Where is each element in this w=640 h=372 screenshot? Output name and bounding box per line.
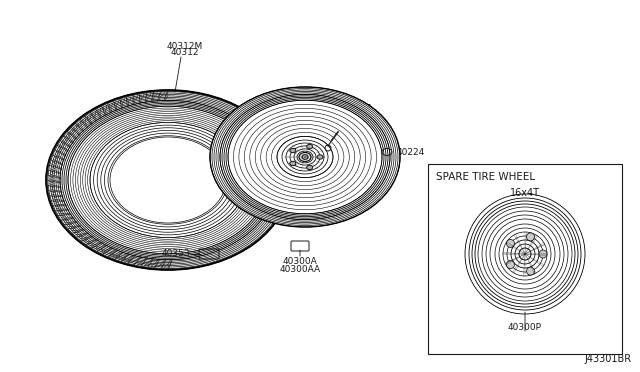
Text: SPARE TIRE WHEEL: SPARE TIRE WHEEL (436, 172, 535, 182)
Text: 40224: 40224 (397, 148, 425, 157)
Ellipse shape (317, 155, 323, 159)
Text: 40300P: 40300P (231, 124, 265, 133)
Ellipse shape (506, 240, 515, 247)
Ellipse shape (527, 233, 534, 241)
Bar (428, 164, 622, 354)
Text: 40300A: 40300A (283, 257, 317, 266)
Ellipse shape (307, 144, 312, 149)
Text: 16x4T: 16x4T (510, 188, 540, 198)
Text: 40353: 40353 (161, 250, 190, 259)
Text: 40300P: 40300P (508, 323, 542, 332)
Text: 40312M: 40312M (167, 42, 203, 51)
Text: 40311: 40311 (345, 104, 374, 113)
Text: 40300AA: 40300AA (280, 265, 321, 274)
Text: 40312: 40312 (171, 48, 199, 57)
Ellipse shape (210, 87, 400, 227)
Ellipse shape (290, 161, 296, 166)
Ellipse shape (46, 90, 290, 270)
Ellipse shape (465, 194, 585, 314)
Ellipse shape (290, 148, 296, 153)
Ellipse shape (527, 267, 534, 275)
Text: J43301BR: J43301BR (585, 354, 632, 364)
Ellipse shape (539, 250, 547, 258)
Ellipse shape (506, 260, 515, 269)
Ellipse shape (110, 137, 226, 223)
Ellipse shape (307, 165, 312, 170)
